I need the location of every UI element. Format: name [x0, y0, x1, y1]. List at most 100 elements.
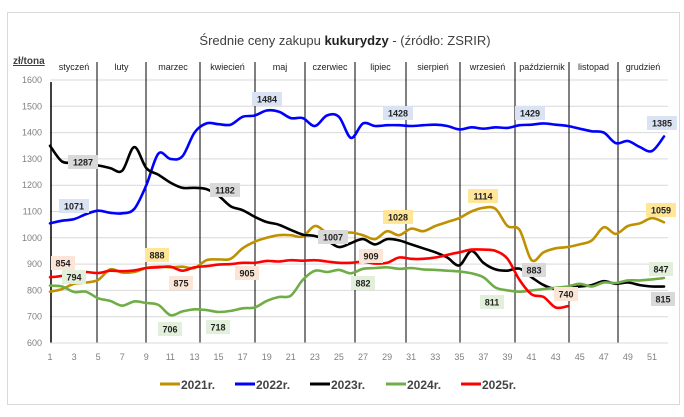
- legend-item: 2023r.: [310, 378, 365, 392]
- data-label-box: [646, 203, 676, 217]
- series-line-2025r: [48, 248, 569, 310]
- month-label: czerwiec: [312, 62, 348, 72]
- legend-item: 2025r.: [461, 378, 516, 392]
- y-tick-label: 1100: [23, 207, 42, 217]
- x-tick-label: 21: [286, 352, 296, 362]
- x-tick-label: 39: [502, 352, 512, 362]
- y-tick-label: 1600: [22, 75, 42, 85]
- data-label-text: 1385: [652, 119, 672, 129]
- data-label-box: [318, 230, 348, 244]
- data-label: 740: [554, 287, 578, 301]
- y-tick-label: 1300: [22, 154, 42, 164]
- data-label-text: 1007: [323, 233, 343, 243]
- data-label-text: 882: [355, 279, 370, 289]
- data-label-text: 1429: [520, 109, 540, 119]
- y-tick-label: 1200: [22, 180, 42, 190]
- month-label: maj: [273, 62, 288, 72]
- y-tick-label: 700: [27, 312, 42, 322]
- chart-border: [7, 12, 680, 405]
- legend-label: 2021r.: [181, 378, 215, 392]
- x-tick-label: 37: [478, 352, 488, 362]
- data-label-box: [51, 256, 75, 270]
- x-tick-label: 15: [214, 352, 224, 362]
- data-label-text: 847: [653, 265, 668, 275]
- data-label: 909: [359, 249, 383, 263]
- data-label-box: [480, 295, 504, 309]
- y-tick-label: 800: [27, 285, 42, 295]
- data-label-box: [383, 210, 413, 224]
- legend-item: 2024r.: [386, 378, 441, 392]
- data-label-text: 909: [363, 252, 378, 262]
- data-label-box: [651, 292, 675, 306]
- data-label: 794: [62, 270, 86, 284]
- data-label-box: [235, 266, 259, 280]
- data-label-box: [210, 183, 240, 197]
- y-tick-label: 1500: [22, 101, 42, 111]
- data-label-box: [252, 92, 282, 106]
- series-line-2022r: [48, 108, 666, 225]
- data-label-box: [554, 287, 578, 301]
- data-label-text: 883: [526, 266, 541, 276]
- data-label-box: [647, 116, 677, 130]
- data-label-box: [145, 248, 169, 262]
- legend-label: 2023r.: [331, 378, 365, 392]
- x-tick-label: 35: [454, 352, 464, 362]
- data-label: 1429: [515, 106, 545, 120]
- x-tick-label: 33: [430, 352, 440, 362]
- data-label-text: 1028: [388, 213, 408, 223]
- data-label-box: [383, 106, 413, 120]
- month-label: wrzesień: [469, 62, 506, 72]
- data-label: 1071: [59, 199, 89, 213]
- x-tick-label: 27: [358, 352, 368, 362]
- x-tick-label: 7: [120, 352, 125, 362]
- data-label-text: 811: [485, 298, 500, 308]
- x-tick-label: 31: [406, 352, 416, 362]
- x-tick-label: 1: [47, 352, 52, 362]
- legend-label: 2024r.: [407, 378, 441, 392]
- data-label-text: 1071: [64, 202, 84, 212]
- x-tick-label: 9: [144, 352, 149, 362]
- data-label-text: 1484: [257, 95, 277, 105]
- data-label: 1484: [252, 92, 282, 106]
- data-label: 811: [480, 295, 504, 309]
- data-label-text: 1114: [473, 192, 492, 202]
- legend-item: 2022r.: [235, 378, 290, 392]
- data-label-text: 1428: [388, 109, 408, 119]
- y-tick-label: 1000: [22, 233, 42, 243]
- data-label-box: [158, 322, 182, 336]
- data-label-box: [522, 263, 546, 277]
- data-label: 1182: [210, 183, 240, 197]
- data-label: 706: [158, 322, 182, 336]
- month-label: kwiecień: [210, 62, 245, 72]
- x-tick-label: 13: [189, 352, 199, 362]
- data-label-text: 854: [55, 259, 70, 269]
- data-label: 1287: [68, 155, 98, 169]
- x-tick-label: 23: [310, 352, 320, 362]
- data-label-box: [68, 155, 98, 169]
- month-label: grudzień: [626, 62, 661, 72]
- month-label: lipiec: [370, 62, 391, 72]
- x-tick-label: 49: [623, 352, 633, 362]
- data-label-text: 888: [149, 251, 164, 261]
- x-tick-label: 3: [72, 352, 77, 362]
- data-label: 847: [649, 262, 673, 276]
- data-label: 883: [522, 263, 546, 277]
- data-label-text: 815: [655, 295, 670, 305]
- data-label: 1385: [647, 116, 677, 130]
- x-tick-label: 25: [334, 352, 344, 362]
- y-tick-label: 900: [27, 259, 42, 269]
- month-label: październik: [519, 62, 565, 72]
- data-label-box: [468, 189, 498, 203]
- data-label: 815: [651, 292, 675, 306]
- month-label: sierpień: [417, 62, 449, 72]
- data-label-box: [359, 249, 383, 263]
- data-label-text: 1182: [215, 186, 235, 196]
- x-tick-label: 17: [238, 352, 248, 362]
- data-label-text: 794: [66, 273, 81, 283]
- data-label: 1428: [383, 106, 413, 120]
- legend-label: 2025r.: [482, 378, 516, 392]
- data-label: 888: [145, 248, 169, 262]
- month-label: marzec: [158, 62, 188, 72]
- legend-label: 2022r.: [256, 378, 290, 392]
- x-tick-label: 45: [575, 352, 585, 362]
